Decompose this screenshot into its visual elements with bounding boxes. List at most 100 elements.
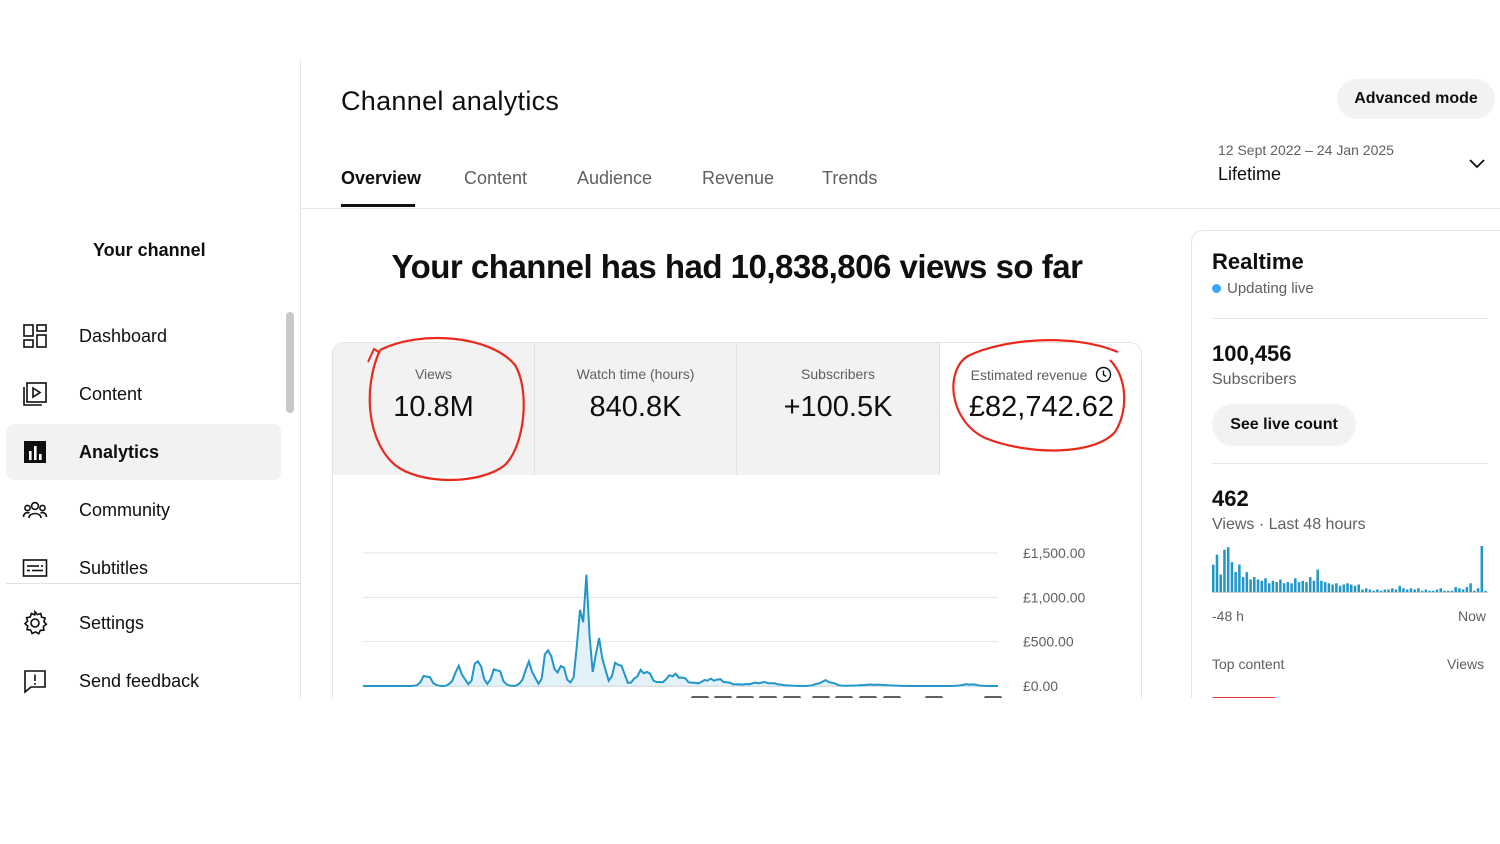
video-marker[interactable]: 8: [736, 696, 754, 698]
realtime-bar: [1372, 590, 1375, 592]
realtime-views-value: 462: [1212, 486, 1249, 511]
video-marker[interactable]: 8: [984, 696, 1002, 698]
realtime-bar: [1286, 582, 1290, 592]
sidebar: Your channel Dashboard Content Analytics…: [0, 60, 301, 698]
realtime-bar: [1320, 580, 1323, 592]
top-content-thumbnail[interactable]: [1212, 697, 1276, 698]
realtime-subscribers-label: Subscribers: [1212, 371, 1297, 388]
metric-tile-views[interactable]: Views 10.8M: [333, 343, 535, 475]
feedback-icon: [21, 667, 49, 695]
video-marker[interactable]: [925, 696, 943, 698]
realtime-bar: [1212, 564, 1215, 592]
tab-overview[interactable]: Overview: [341, 168, 422, 188]
realtime-bar: [1308, 577, 1312, 592]
live-dot-icon: [1212, 284, 1221, 293]
realtime-bar: [1338, 585, 1342, 592]
realtime-bar: [1346, 583, 1349, 592]
realtime-bar: [1394, 589, 1398, 592]
realtime-bar: [1357, 584, 1360, 592]
video-marker[interactable]: [883, 696, 901, 698]
tab-trends[interactable]: Trends: [822, 168, 878, 188]
sidebar-item-label: Subtitles: [79, 557, 149, 578]
see-live-count-button[interactable]: See live count: [1212, 404, 1356, 446]
video-marker[interactable]: [835, 696, 853, 698]
community-icon: [21, 496, 49, 524]
realtime-bar: [1282, 583, 1286, 592]
metric-name: Estimated revenue: [940, 366, 1141, 383]
metric-tile-subscribers[interactable]: Subscribers +100.5K: [737, 343, 940, 475]
sidebar-item-label: Analytics: [79, 441, 160, 462]
video-marker[interactable]: 9: [759, 696, 777, 698]
content-icon: [21, 380, 49, 408]
chevron-down-icon: [1469, 159, 1485, 169]
revenue-chart[interactable]: £1,500.00 £1,000.00 £500.00 £0.00 9+ 9+ 8 9 3 8: [333, 475, 1142, 698]
realtime-title: Realtime: [1212, 249, 1304, 274]
metric-tile-estimated-revenue[interactable]: Estimated revenue £82,742.62: [940, 343, 1141, 475]
video-marker[interactable]: [859, 696, 877, 698]
sidebar-scrollbar[interactable]: [286, 312, 294, 413]
realtime-bar: [1454, 587, 1457, 592]
realtime-bar: [1443, 590, 1446, 592]
realtime-bar: [1398, 585, 1402, 592]
analytics-icon: [21, 438, 49, 466]
realtime-bar: [1249, 579, 1252, 592]
realtime-bar: [1267, 583, 1271, 592]
realtime-bar: [1316, 569, 1319, 592]
tab-revenue[interactable]: Revenue: [702, 168, 775, 188]
realtime-bar: [1450, 590, 1454, 592]
sidebar-item-settings[interactable]: Settings: [6, 595, 281, 651]
sidebar-item-subtitles[interactable]: Subtitles: [6, 540, 281, 596]
updating-live-status: Updating live: [1212, 280, 1314, 297]
realtime-bar: [1409, 588, 1413, 592]
realtime-bar: [1458, 588, 1461, 592]
gear-icon: [21, 609, 49, 637]
sidebar-item-dashboard[interactable]: Dashboard: [6, 308, 281, 364]
annotation-overlay: [367, 336, 1126, 482]
realtime-bar: [1391, 588, 1394, 592]
sidebar-divider: [6, 583, 301, 584]
realtime-bar: [1353, 585, 1357, 592]
video-marker[interactable]: 3: [783, 696, 801, 698]
realtime-views-chart[interactable]: [1212, 546, 1488, 598]
realtime-bar: [1331, 584, 1334, 592]
page-title: Channel analytics: [341, 86, 560, 116]
metric-value: 840.8K: [589, 391, 682, 423]
sidebar-item-content[interactable]: Content: [6, 366, 281, 422]
sidebar-item-label: Settings: [79, 612, 145, 633]
realtime-bar: [1256, 579, 1260, 592]
realtime-bar: [1241, 577, 1245, 592]
video-marker[interactable]: 9+: [714, 696, 732, 698]
metric-name: Watch time (hours): [576, 366, 695, 382]
metric-tile-watch-time[interactable]: Watch time (hours) 840.8K: [535, 343, 737, 475]
realtime-bar: [1223, 549, 1226, 592]
sidebar-item-send-feedback[interactable]: Send feedback: [6, 653, 281, 698]
realtime-axis-start: -48 h: [1212, 608, 1244, 624]
realtime-divider: [1212, 318, 1488, 319]
realtime-bar: [1271, 580, 1275, 592]
metric-name: Views: [414, 366, 453, 382]
video-marker[interactable]: 9+: [691, 696, 709, 698]
tab-content[interactable]: Content: [464, 168, 528, 188]
active-tab-indicator: [341, 204, 415, 207]
realtime-bar: [1290, 583, 1293, 592]
advanced-mode-button[interactable]: Advanced mode: [1337, 79, 1495, 119]
sidebar-item-community[interactable]: Community: [6, 482, 281, 538]
realtime-bar: [1413, 589, 1416, 592]
realtime-bar: [1238, 564, 1241, 592]
metric-name-text: Estimated revenue: [970, 367, 1088, 383]
realtime-bar: [1446, 590, 1450, 592]
realtime-bar: [1323, 582, 1327, 592]
realtime-bar: [1305, 582, 1308, 592]
revenue-highlight-circle: [952, 339, 1126, 452]
realtime-bar: [1465, 587, 1469, 592]
sidebar-item-analytics[interactable]: Analytics: [6, 424, 281, 480]
header-divider: [302, 208, 1500, 209]
realtime-bar: [1476, 588, 1480, 592]
video-marker[interactable]: [812, 696, 830, 698]
realtime-bar: [1327, 583, 1331, 592]
realtime-panel: Realtime Updating live 100,456 Subscribe…: [1191, 230, 1500, 698]
tab-audience[interactable]: Audience: [577, 168, 653, 188]
y-tick-label: £500.00: [1023, 634, 1074, 650]
sidebar-item-label: Community: [79, 499, 171, 520]
metric-card: Views 10.8M Watch time (hours) 840.8K Su…: [332, 342, 1142, 698]
